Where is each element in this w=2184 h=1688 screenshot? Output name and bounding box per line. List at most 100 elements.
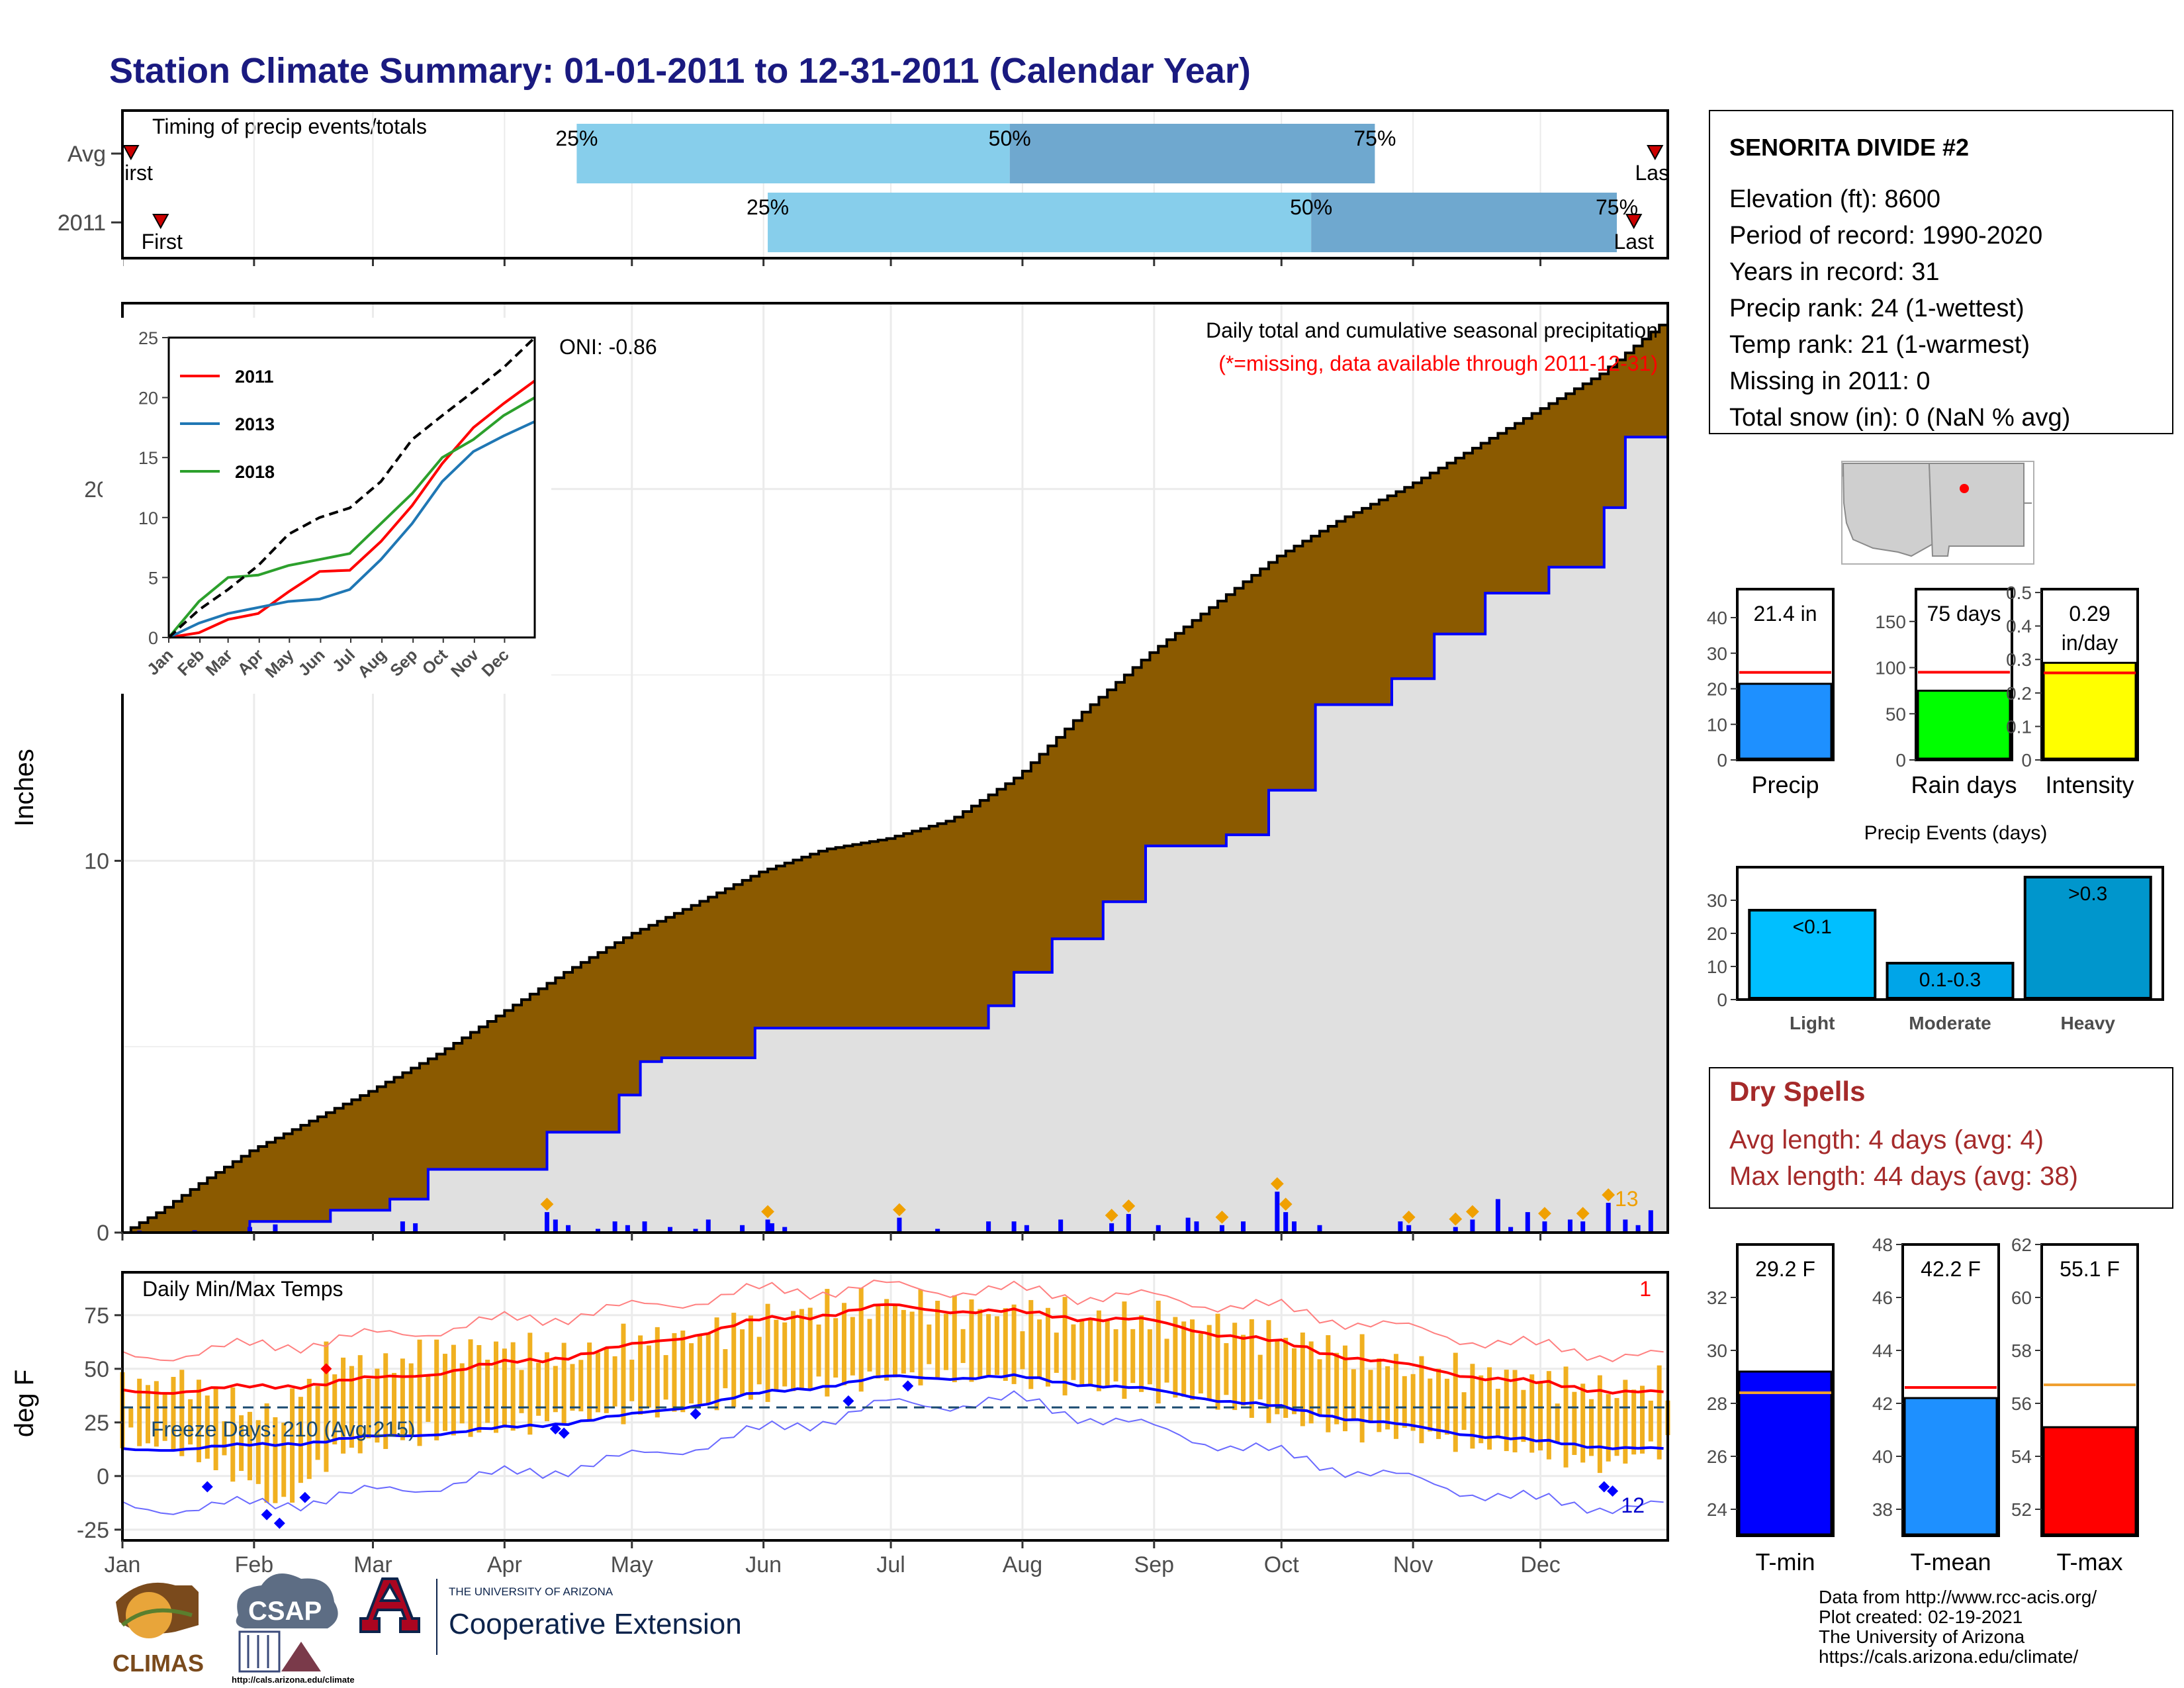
daily-temp-range-bar [408, 1363, 414, 1435]
tmax-bar [2042, 1426, 2137, 1536]
cumulative-ytick-label: 10 [84, 849, 109, 874]
daily-temp-range-bar [612, 1356, 617, 1407]
daily-temp-range-bar [154, 1381, 159, 1447]
precip-total-ytick-label: 20 [1707, 679, 1727, 700]
obs-cumulative-area [122, 437, 1668, 1233]
inset-ytick-label: 25 [138, 328, 158, 348]
map-neighbors-shape [1843, 463, 2032, 504]
daily-temp-range-bar [1342, 1345, 1347, 1432]
daily-temp-range-bar [621, 1323, 626, 1425]
station-line-temp-rank: Temp rank: 21 (1-warmest) [1729, 331, 2030, 359]
month-axis-label: Feb [235, 1552, 274, 1577]
daily-temp-range-bar [909, 1311, 915, 1373]
intensity-ytick-label: 0.2 [2006, 683, 2032, 704]
month-axis-label: Oct [1264, 1552, 1299, 1577]
cumulative-frame [121, 302, 1669, 1234]
temp-count-top: 1 [1639, 1277, 1651, 1301]
daily-temp-range-bar [264, 1403, 269, 1503]
precip-event-bar [2023, 876, 2152, 1000]
daily-temp-range-bar [1461, 1392, 1467, 1430]
daily-temp-range-bar [918, 1289, 923, 1385]
inset-series-2011 [168, 379, 536, 639]
daily-temp-range-bar [1385, 1366, 1390, 1430]
daily-temp-range-bar [468, 1339, 473, 1437]
first-event-marker [152, 214, 169, 230]
daily-temp-range-bar [1495, 1388, 1500, 1438]
daily-temp-range-bar [663, 1355, 668, 1400]
daily-temp-range-bar [825, 1289, 830, 1397]
daily-temp-range-bar [426, 1375, 431, 1423]
daily-temp-range-bar [1529, 1374, 1535, 1453]
station-line-elevation: Elevation (ft): 8600 [1729, 185, 1940, 213]
timing-pct-label: 50% [989, 126, 1031, 150]
daily-temp-range-bar [527, 1333, 533, 1435]
daily-precip-bar [413, 1223, 418, 1233]
footer-line-url: https://cals.arizona.edu/climate/ [1819, 1646, 2078, 1667]
daily-temp-range-bar [858, 1288, 864, 1392]
daily-temp-range-bar [714, 1317, 719, 1411]
daily-temp-range-bar [1249, 1319, 1254, 1418]
intensity-ytick-label: 0.4 [2006, 616, 2032, 637]
daily-precip-bar [1283, 1212, 1289, 1233]
precip-event-value-label: 0.1-0.3 [1919, 969, 1981, 991]
precip-events-ytick-label: 10 [1707, 957, 1727, 977]
daily-temp-range-bar [1504, 1370, 1509, 1452]
degf-axis-label: deg F [10, 1370, 39, 1437]
daily-temp-range-bar [1410, 1374, 1416, 1431]
footer-line-created: Plot created: 02-19-2021 [1819, 1607, 2023, 1627]
daily-temp-range-bar [1326, 1335, 1331, 1432]
temperature-panel: deg F -25 0 25 50 75 Jan Feb Mar Apr May Jun Jul Aug… [10, 1271, 1670, 1577]
daily-temp-range-bar [357, 1355, 363, 1454]
record-temp-marker [1598, 1481, 1610, 1493]
daily-temp-range-bar [1079, 1319, 1085, 1385]
record-temp-marker [558, 1427, 570, 1439]
daily-temp-range-bar [655, 1327, 660, 1418]
precip-events-title: Precip Events (days) [1864, 822, 2048, 844]
heavy-event-marker [1576, 1207, 1590, 1221]
climas-logo: CLIMAS [113, 1582, 204, 1677]
inset-ytick-label: 5 [148, 568, 158, 588]
daily-temp-range-bar [1555, 1403, 1560, 1443]
daily-temp-range-bar [578, 1360, 584, 1412]
inset-avg-line [167, 336, 536, 639]
daily-temp-range-bar [1164, 1338, 1169, 1383]
heavy-event-marker [1538, 1207, 1551, 1221]
daily-temp-range-bar [1215, 1313, 1220, 1410]
daily-temp-range-bar [901, 1309, 906, 1374]
cumulative-annotation-missing: (*=missing, data available through 2011-… [1218, 352, 1658, 375]
precip-event-category: Heavy [2060, 1013, 2115, 1033]
precip-count-label: 13 [1615, 1187, 1639, 1211]
daily-temp-range-bar [994, 1316, 999, 1376]
daily-temp-range-bar [842, 1303, 847, 1385]
daily-precip-bar [935, 1229, 940, 1233]
daily-temp-range-bar [510, 1342, 516, 1431]
daily-temp-range-bar [196, 1380, 201, 1462]
precip-summary-panels: 0 10 20 30 40 21.4 in Precip 0 50 100 150 75 days Ra… [1707, 583, 2139, 798]
daily-temp-range-bar [986, 1314, 991, 1376]
inset-legend-label: 2011 [235, 367, 274, 387]
timing-frame [121, 109, 1669, 259]
heavy-event-marker [1466, 1205, 1479, 1219]
heavy-event-marker [1602, 1188, 1615, 1201]
precip-event-value-label: >0.3 [2068, 883, 2107, 905]
daily-precip-bar [1109, 1223, 1115, 1233]
first-event-label: First [142, 230, 183, 254]
daily-temp-range-bar [1156, 1300, 1161, 1404]
inset-series-2018 [167, 396, 536, 639]
intensity-ytick-label: 0.1 [2006, 716, 2032, 737]
heavy-event-marker [1105, 1209, 1118, 1222]
daily-temp-range-bar [477, 1344, 482, 1433]
daily-temp-range-bar [570, 1364, 575, 1411]
rain-days-ytick-label: 0 [1895, 750, 1906, 771]
daily-temp-range-bar [1173, 1317, 1178, 1398]
daily-precip-bar [1580, 1221, 1586, 1233]
intensity-ytick-label: 0.5 [2006, 583, 2032, 603]
tmax-ytick-label: 62 [2011, 1235, 2032, 1255]
heavy-event-marker [893, 1203, 906, 1217]
precip-event-value-label: <0.1 [1793, 916, 1832, 938]
daily-precip-bar [1156, 1225, 1161, 1233]
tmean-ytick-label: 42 [1872, 1393, 1893, 1414]
temp-ytick-label: 0 [97, 1464, 109, 1489]
